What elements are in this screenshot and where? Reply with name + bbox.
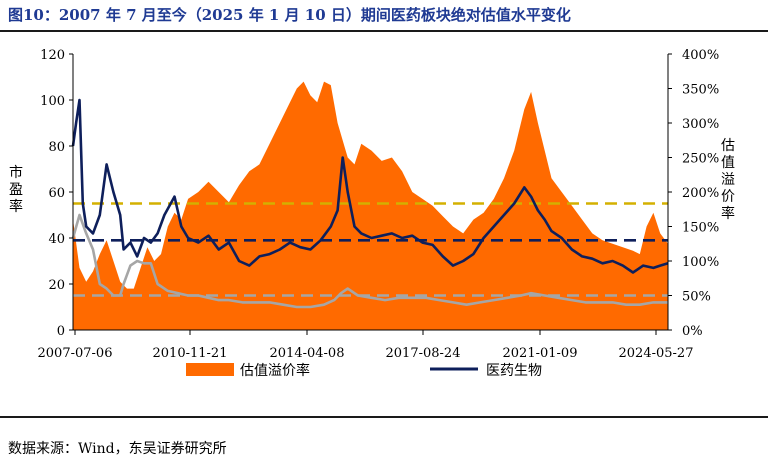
right-axis-label: 估值溢价率 xyxy=(721,138,735,222)
chart: 0 20 40 60 80 100 120 0% 50% 100% 150% 200% 250% 300%… xyxy=(9,48,735,379)
line-layer xyxy=(71,98,669,309)
top-rule xyxy=(0,30,768,32)
legend-label-pe: 医药生物 xyxy=(486,363,542,379)
right-tick-label: 200% xyxy=(682,186,719,201)
area-layer xyxy=(73,81,668,330)
legend: 估值溢价率 医药生物 xyxy=(186,362,542,379)
pe-series-line xyxy=(71,98,669,274)
right-tick-label: 0% xyxy=(682,324,703,339)
left-tick-label: 40 xyxy=(48,232,65,247)
left-tick-label: 80 xyxy=(48,140,65,155)
left-tick-label: 0 xyxy=(57,324,65,339)
left-tick-label: 60 xyxy=(48,186,65,201)
right-tick-label: 100% xyxy=(682,255,719,270)
x-tick-label: 2010-11-21 xyxy=(153,346,228,361)
right-tick-label: 300% xyxy=(682,117,719,132)
x-tick-label: 2021-01-09 xyxy=(503,346,578,361)
tick-labels: 0 20 40 60 80 100 120 0% 50% 100% 150% 200% 250% 300%… xyxy=(38,48,720,361)
x-tick-label: 2014-04-08 xyxy=(270,346,345,361)
left-tick-label: 20 xyxy=(48,278,65,293)
x-tick-label: 2007-07-06 xyxy=(38,346,113,361)
left-tick-label: 100 xyxy=(40,94,65,109)
left-tick-label: 120 xyxy=(40,48,65,63)
chart-title: 图10：2007 年 7 月至今（2025 年 1 月 10 日）期间医药板块绝… xyxy=(8,6,571,24)
left-axis-label: 市盈率 xyxy=(9,164,23,215)
source-note: 数据来源：Wind，东吴证券研究所 xyxy=(8,441,227,457)
right-tick-label: 150% xyxy=(682,221,719,236)
legend-label-premium: 估值溢价率 xyxy=(240,362,310,379)
x-tick-label: 2024-05-27 xyxy=(619,346,694,361)
premium-area xyxy=(73,81,668,330)
x-tick-label: 2017-08-24 xyxy=(386,346,461,361)
gray-series-line xyxy=(71,213,668,309)
right-tick-label: 250% xyxy=(682,152,719,167)
axes xyxy=(69,53,672,335)
axis-labels: 市盈率 估值溢价率 xyxy=(9,138,735,222)
bottom-rule xyxy=(0,416,768,418)
right-tick-label: 400% xyxy=(682,48,719,63)
legend-swatch-premium xyxy=(186,363,234,376)
right-tick-label: 50% xyxy=(682,290,711,305)
right-tick-label: 350% xyxy=(682,83,719,98)
